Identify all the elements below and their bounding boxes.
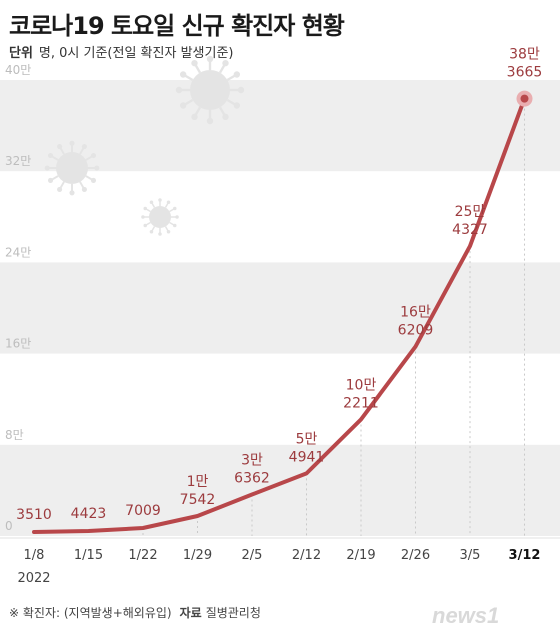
y-tick-label: 24만 [5,245,31,259]
virus-spike-tip [173,206,177,211]
virus-spike-tip [143,223,147,228]
data-label: 4423 [71,506,107,522]
unit-text: 명, 0시 기준(전일 확진자 발생기준) [38,46,234,61]
virus-spike-tip [57,186,63,193]
unit-key: 단위 [9,46,33,61]
virus-body [149,206,171,228]
virus-spike-tip [47,177,54,183]
virus-icon [44,140,100,196]
x-tick-label: 3/5 [460,548,481,563]
virus-spike-tip [191,113,198,121]
virus-spike-tip [69,190,75,196]
virus-spike-tip [179,71,187,78]
chart-title: 코로나19 토요일 신규 확진자 현황 [9,12,345,40]
x-axis: 1/8 1/15 1/22 1/29 2/5 2/12 2/19 2/26 3/5 3/12 202… [0,537,560,586]
virus-spike-tip [166,200,171,204]
data-label-top: 3만 [241,453,263,469]
x-tick-label: 2/12 [292,548,321,563]
virus-spike-tip [149,230,154,234]
grid-band [0,444,560,536]
data-label-bottom: 2211 [343,395,379,411]
y-tick-label: 40만 [5,63,31,77]
virus-spike-tip [90,153,97,159]
virus-spike-tip [233,102,241,109]
virus-spike-tip [90,177,97,183]
x-tick-label: 2/5 [242,548,263,563]
data-points [516,90,533,107]
footer-note: ※ 확진자: (지역발생+해외유입) 자료 질병관리청 [9,604,261,621]
logo-text: news1 [432,603,499,628]
virus-spike-tip [81,143,87,150]
unit-note: 단위 명, 0시 기준(전일 확진자 발생기준) [9,42,233,61]
virus-spike-tip [158,232,162,236]
data-label-top: 1만 [187,474,209,490]
data-label-bottom: 4327 [452,222,488,238]
virus-icon [141,198,179,236]
data-label-top: 5만 [296,431,318,447]
virus-spike-tip [191,59,198,67]
footer-note-text: ※ 확진자: (지역발생+해외유입) [9,606,172,620]
data-label-top: 16만 [400,305,431,321]
data-label: 3510 [16,507,52,523]
y-tick-label: 0 [5,519,13,533]
virus-icon [175,55,245,125]
grid-band [0,262,560,354]
x-tick-label: 1/8 [24,548,45,563]
virus-spike-tip [206,55,214,63]
data-label: 7009 [125,503,161,519]
news1-logo: news1 [432,603,499,628]
virus-spike-tip [158,198,162,202]
virus-spike-tip [141,215,145,219]
virus-spike-tip [233,71,241,78]
virus-spike-tip [179,102,187,109]
virus-body [56,152,88,184]
virus-spike-tip [237,86,245,94]
data-label-top: 38만 [509,47,540,63]
x-tick-label: 1/22 [128,548,157,563]
virus-spike-tip [143,206,147,211]
data-label-top: 25만 [455,204,486,220]
y-axis: 0 8만 16만 24만 32만 40만 [5,63,31,533]
virus-spike-tip [175,86,183,94]
y-tick-label: 8만 [5,428,24,442]
x-year-label: 2022 [17,571,50,586]
virus-spike-tip [44,165,50,171]
virus-spike-tip [222,113,229,121]
virus-body [190,70,230,110]
virus-spike-tip [94,165,100,171]
virus-spike-tip [175,215,179,219]
virus-spike-tip [173,223,177,228]
data-label-bottom: 6362 [234,471,270,487]
series-line [32,96,527,534]
x-tick-label: 1/15 [74,548,103,563]
data-label-bottom: 6209 [398,323,434,339]
highlight-point [520,94,529,103]
data-labels: 3510 4423 7009 1만 7542 3만 6362 5만 4941 10만 2211 16만… [16,47,542,523]
data-label-bottom: 4941 [289,449,325,465]
virus-spike-tip [206,117,214,125]
x-tick-label: 3/12 [509,548,541,563]
virus-spike-tip [57,143,63,150]
virus-decoration [44,55,245,236]
x-tick-label: 1/29 [183,548,212,563]
source-text: 질병관리청 [205,606,261,620]
data-label-bottom: 7542 [180,492,216,508]
source-key: 자료 [179,606,202,620]
virus-spike-tip [81,186,87,193]
virus-spike-tip [69,140,75,146]
x-tick-label: 2/19 [346,548,375,563]
virus-spike-tip [47,153,54,159]
data-label-top: 10만 [346,377,377,393]
x-tick-label: 2/26 [401,548,430,563]
virus-spike-tip [149,200,154,204]
virus-spike-tip [166,230,171,234]
virus-spike-tip [222,59,229,67]
y-tick-label: 16만 [5,337,31,351]
data-label-bottom: 3665 [507,65,543,81]
y-tick-label: 32만 [5,154,31,168]
